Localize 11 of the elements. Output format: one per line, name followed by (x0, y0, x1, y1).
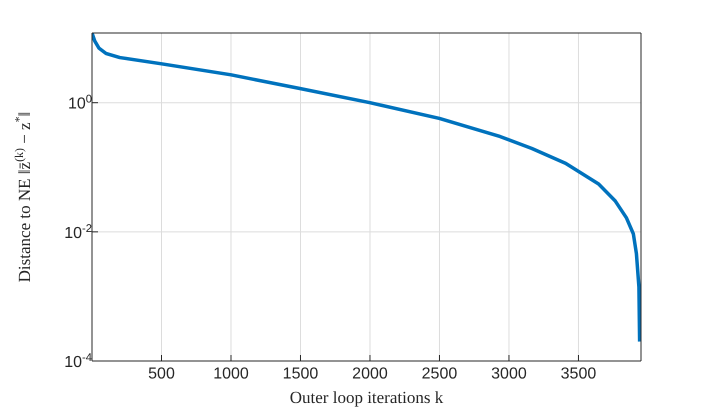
x-tick-label: 3500 (560, 365, 596, 382)
x-tick-label: 500 (148, 365, 175, 382)
x-axis-title: Outer loop iterations k (290, 388, 444, 407)
x-tick-label: 2000 (352, 365, 388, 382)
y-tick-label: 10$^{-4}$ (64, 352, 92, 371)
x-tick-label: 3000 (491, 365, 527, 382)
x-tick-label: 2500 (422, 365, 458, 382)
y-tick-label: 10$^{0}$ (68, 94, 92, 113)
y-tick-label: 10$^{-2}$ (64, 222, 92, 242)
x-tick-label: 1000 (213, 365, 249, 382)
x-tick-label: 1500 (282, 365, 318, 382)
